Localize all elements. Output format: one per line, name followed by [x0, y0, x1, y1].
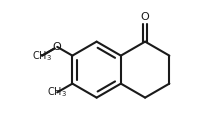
Text: O: O	[53, 42, 62, 52]
Text: O: O	[141, 12, 149, 22]
Text: CH$_3$: CH$_3$	[32, 49, 52, 63]
Text: CH$_3$: CH$_3$	[47, 85, 67, 99]
